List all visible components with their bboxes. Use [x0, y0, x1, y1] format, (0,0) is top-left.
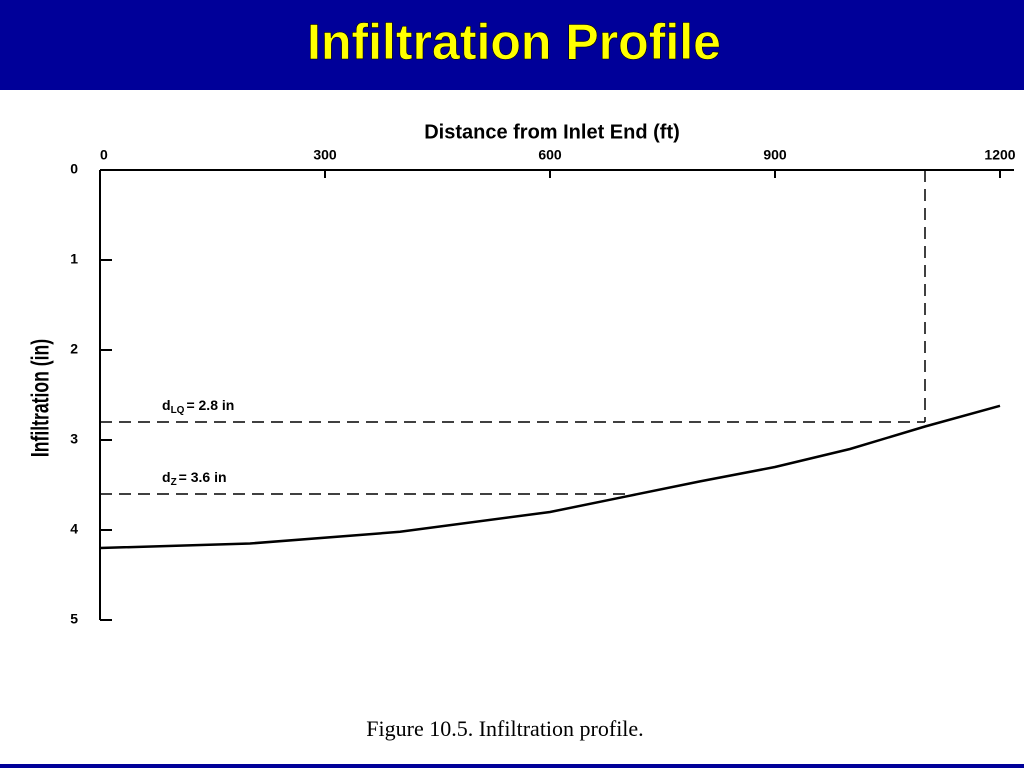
y-tick-label: 2	[70, 341, 78, 357]
x-axis-title: Distance from Inlet End (ft)	[424, 121, 680, 143]
y-tick-label: 3	[70, 431, 78, 447]
x-tick-label: 1200	[984, 147, 1015, 163]
x-tick-label: 600	[538, 147, 562, 163]
annotation-symbol: d	[162, 469, 171, 485]
header-band	[0, 0, 1024, 90]
annotation-symbol: d	[162, 397, 171, 413]
annotation-label: = 3.6 in	[179, 469, 227, 485]
y-axis-title: Infiltration (in)	[25, 339, 54, 457]
y-tick-label: 0	[70, 161, 78, 177]
y-tick-label: 1	[70, 251, 78, 267]
x-tick-label: 300	[313, 147, 337, 163]
profile-line	[99, 404, 1001, 550]
annotation-label: = 2.8 in	[186, 397, 234, 413]
annotation: dLQ = 2.8 in	[162, 397, 234, 416]
annotation: dZ = 3.6 in	[162, 469, 227, 488]
footer-line	[0, 764, 1024, 768]
slide-title: Infiltration Profile	[307, 14, 721, 70]
y-tick-label: 5	[70, 611, 78, 627]
y-tick-label: 4	[70, 521, 78, 537]
caption: Figure 10.5. Infiltration profile.	[366, 716, 643, 741]
x-tick-label: 900	[763, 147, 787, 163]
x-tick-label: 0	[100, 147, 108, 163]
annotation-subscript: LQ	[171, 405, 185, 416]
annotation-subscript: Z	[171, 477, 177, 488]
